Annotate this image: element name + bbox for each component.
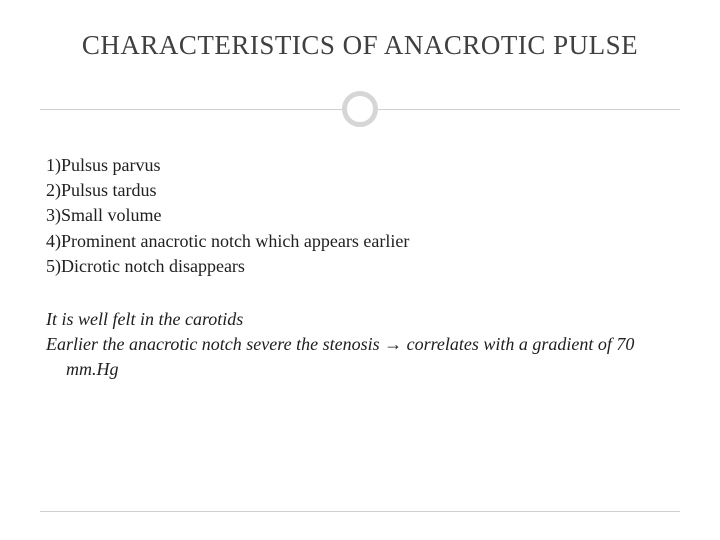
spacer [46,279,674,307]
list-item: 4)Prominent anacrotic notch which appear… [46,229,674,254]
slide-title: CHARACTERISTICS OF ANACROTIC PULSE [40,30,680,61]
note-line: It is well felt in the carotids [46,307,674,332]
list-item: 1)Pulsus parvus [46,153,674,178]
content-area: 1)Pulsus parvus 2)Pulsus tardus 3)Small … [40,153,680,383]
list-item: 5)Dicrotic notch disappears [46,254,674,279]
note-line: Earlier the anacrotic notch severe the s… [46,332,674,382]
bottom-divider-line [40,511,680,512]
divider-circle-icon [342,91,378,127]
list-item: 2)Pulsus tardus [46,178,674,203]
slide-container: CHARACTERISTICS OF ANACROTIC PULSE 1)Pul… [0,0,720,540]
list-item: 3)Small volume [46,203,674,228]
title-divider [40,89,680,129]
